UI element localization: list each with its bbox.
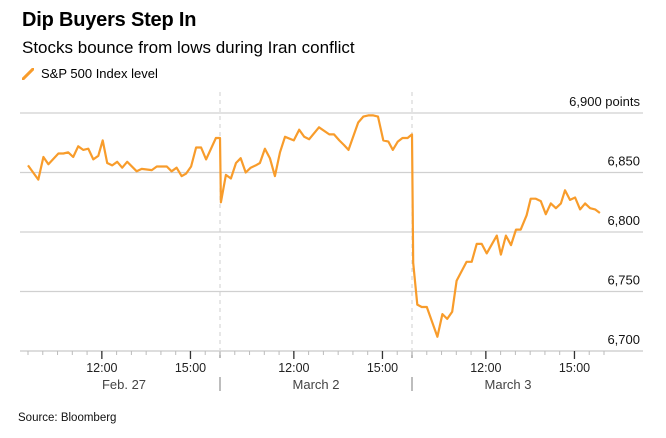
y-tick-label: 6,900 points	[569, 94, 640, 109]
legend-label: S&P 500 Index level	[41, 66, 158, 81]
source-note: Source: Bloomberg	[18, 412, 117, 424]
x-tick-label: 15:00	[559, 361, 590, 375]
y-tick-label: 6,800	[607, 213, 640, 228]
legend: S&P 500 Index level	[22, 66, 158, 81]
date-label: March 3	[485, 377, 532, 392]
date-label: Feb. 27	[102, 377, 146, 392]
x-tick-label: 12:00	[470, 361, 501, 375]
legend-line-icon	[22, 67, 34, 80]
x-tick-label: 12:00	[86, 361, 117, 375]
date-label: March 2	[293, 377, 340, 392]
x-tick-label: 12:00	[278, 361, 309, 375]
y-tick-label: 6,850	[607, 154, 640, 169]
x-tick-label: 15:00	[175, 361, 206, 375]
y-tick-label: 6,750	[607, 273, 640, 288]
x-tick-label: 15:00	[367, 361, 398, 375]
y-tick-label: 6,700	[607, 332, 640, 347]
series-line-sp500	[27, 114, 601, 338]
chart-subtitle: Stocks bounce from lows during Iran conf…	[22, 38, 355, 57]
chart-title: Dip Buyers Step In	[22, 9, 197, 31]
